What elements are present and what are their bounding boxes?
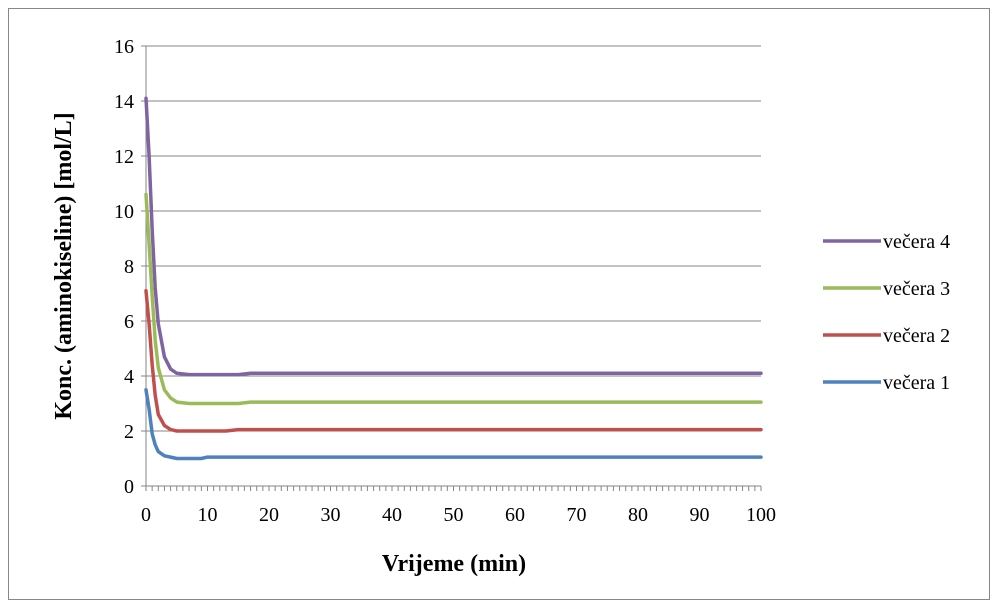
- y-tick-label: 16: [114, 36, 134, 58]
- x-tick-label: 80: [628, 504, 648, 526]
- gridlines: [146, 45, 761, 432]
- series-line-1: [144, 96, 763, 377]
- axes: [141, 45, 762, 491]
- series-line-3: [144, 289, 763, 433]
- y-tick-label: 10: [114, 201, 134, 223]
- x-tick-label: 10: [198, 504, 218, 526]
- x-tick-label: 20: [259, 504, 279, 526]
- y-tick-label: 4: [124, 366, 134, 388]
- x-tick-label: 30: [321, 504, 341, 526]
- series-line-4: [144, 388, 763, 461]
- y-tick-label: 8: [124, 256, 134, 278]
- series-lines: [144, 96, 763, 461]
- y-tick-label: 12: [114, 146, 134, 168]
- x-tick-label: 100: [746, 504, 776, 526]
- legend-label: večera 2: [883, 325, 950, 347]
- x-tick-label: 90: [690, 504, 710, 526]
- legend: večera 4 večera 3 večera 2 večera 1: [823, 231, 950, 394]
- y-tick-label: 2: [124, 421, 134, 443]
- x-tick-label: 50: [444, 504, 464, 526]
- y-tick-label: 0: [124, 476, 134, 498]
- x-tick-label: 60: [505, 504, 525, 526]
- line-chart: 0 2 4 6 8 10 12 14 16 0 10 20 30 40 50 60 70 80 90 100 Vrij…: [51, 36, 950, 577]
- x-axis-title: Vrijeme (min): [382, 551, 526, 577]
- legend-label: večera 4: [883, 231, 950, 253]
- legend-label: večera 3: [883, 278, 950, 300]
- x-tick-label: 40: [382, 504, 402, 526]
- series-line-2: [144, 192, 763, 406]
- chart-frame: 0 2 4 6 8 10 12 14 16 0 10 20 30 40 50 60 70 80 90 100 Vrij…: [8, 8, 990, 600]
- y-tick-label: 14: [114, 91, 134, 113]
- x-tick-label: 70: [567, 504, 587, 526]
- x-tick-label: 0: [141, 504, 151, 526]
- y-tick-label: 6: [124, 311, 134, 333]
- y-axis-title: Konc. (aminokiseline) [mol/L]: [51, 112, 77, 419]
- legend-label: večera 1: [883, 372, 950, 394]
- tick-labels: 0 2 4 6 8 10 12 14 16 0 10 20 30 40 50 60 70 80 90 100: [114, 36, 776, 526]
